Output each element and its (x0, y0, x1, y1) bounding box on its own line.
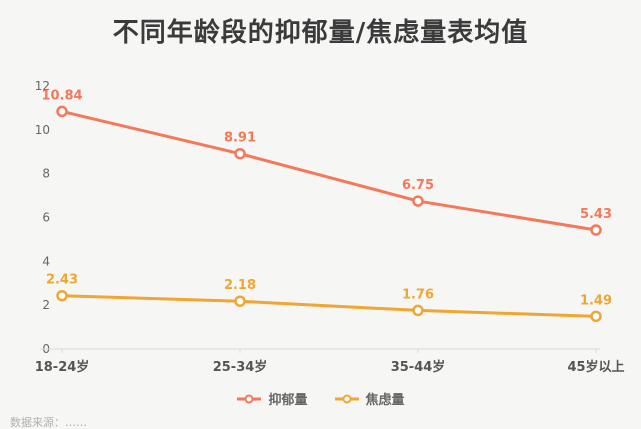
legend-marker-icon (334, 394, 359, 403)
data-point-marker[interactable] (56, 105, 68, 118)
legend-marker-icon (237, 394, 262, 403)
data-point-marker[interactable] (412, 195, 424, 207)
data-point-label: 1.76 (402, 287, 434, 302)
data-point-marker[interactable] (234, 295, 246, 307)
chart-legend: 抑郁量 焦虑量 (0, 389, 641, 408)
source-footnote: 数据来源：…… (10, 416, 87, 429)
y-tick-label: 10 (35, 123, 50, 137)
y-tick-label: 2 (42, 298, 50, 312)
data-point-marker[interactable] (590, 310, 602, 323)
chart-title: 不同年龄段的抑郁量/焦虑量表均值 (112, 18, 529, 48)
data-point-label: 10.84 (41, 88, 82, 103)
data-point-marker[interactable] (234, 147, 246, 160)
data-point-label: 8.91 (224, 131, 256, 146)
y-tick-label: 8 (42, 167, 50, 181)
legend-label: 抑郁量 (268, 393, 308, 408)
x-tick-label: 25-34岁 (213, 359, 268, 375)
y-tick-label: 12 (35, 79, 50, 93)
x-tick-label: 18-24岁 (35, 359, 90, 375)
data-point-label: 2.43 (46, 273, 78, 288)
series-line (60, 294, 598, 318)
y-tick-label: 6 (42, 211, 50, 225)
legend-item[interactable]: 抑郁量 (236, 389, 308, 408)
line-chart: 0 2 4 6 8 10 12 18-24岁 25-34岁 35-44岁 45岁以上 10.84 8.9… (0, 51, 641, 387)
data-point-label: 2.18 (224, 278, 256, 293)
data-point-marker[interactable] (56, 289, 68, 302)
data-point-label: 1.49 (580, 293, 612, 308)
data-point-label: 6.75 (402, 178, 434, 193)
y-tick-label: 4 (42, 254, 50, 268)
series-line (60, 109, 598, 232)
legend-item[interactable]: 焦虑量 (334, 389, 405, 408)
data-point-marker[interactable] (590, 224, 602, 236)
legend-label: 焦虑量 (365, 393, 405, 408)
x-tick-label: 35-44岁 (391, 359, 446, 375)
data-point-label: 5.43 (580, 207, 612, 222)
data-point-marker[interactable] (412, 304, 424, 317)
x-tick-label: 45岁以上 (567, 359, 624, 375)
